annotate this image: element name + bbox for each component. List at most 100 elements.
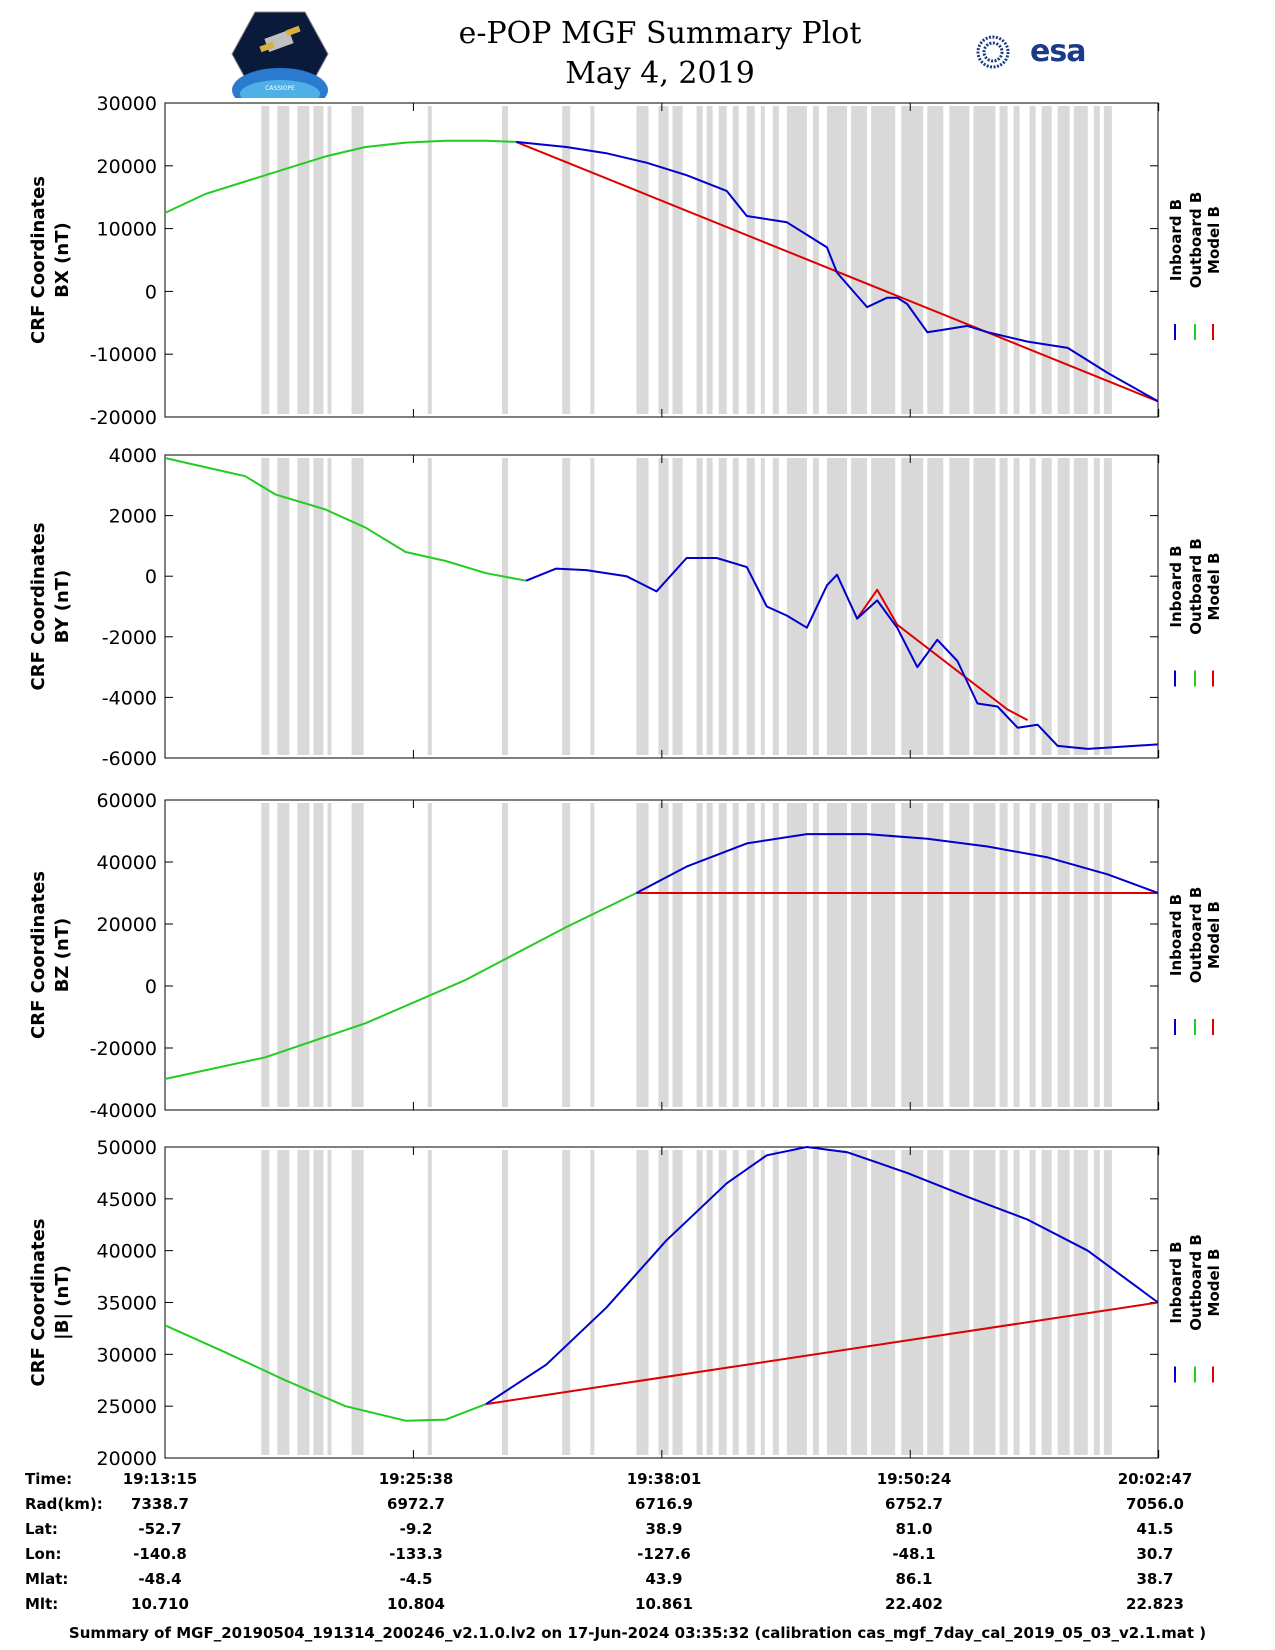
ytick-label: -20000 (90, 407, 157, 429)
info-row-label: Lat: (25, 1520, 58, 1538)
info-cell: 43.9 (645, 1570, 683, 1588)
gap-band (746, 1150, 755, 1455)
info-cell: 38.7 (1136, 1570, 1174, 1588)
ytick-label: 0 (145, 976, 157, 998)
gap-band (1029, 803, 1036, 1107)
yaxis-label: CRF Coordinates BX (nT) (28, 176, 73, 344)
gap-band (1013, 106, 1020, 414)
gap-band (261, 458, 270, 755)
gap-band (1057, 106, 1070, 414)
info-cell: 19:38:01 (626, 1470, 702, 1488)
gap-band (851, 458, 868, 755)
gap-band (827, 803, 848, 1107)
gap-band (901, 106, 924, 414)
info-row-label: Time: (25, 1470, 73, 1488)
ytick-label: 40000 (97, 852, 157, 874)
info-cell: -48.4 (138, 1570, 182, 1588)
ytick-label: 60000 (97, 790, 157, 812)
gap-band (949, 458, 970, 755)
gap-band (732, 458, 739, 755)
yaxis-label: CRF Coordinates BZ (nT) (28, 871, 73, 1039)
ytick-label: 10000 (97, 219, 157, 241)
legend-label: Model B (1205, 553, 1223, 621)
series-outboard (164, 139, 517, 214)
cassiope-logo: CASSIOPE (231, 11, 329, 98)
gap-band (732, 106, 739, 414)
gap-band (901, 1150, 924, 1455)
gap-band (1029, 1150, 1036, 1455)
gap-band (786, 803, 807, 1107)
legend-label: Outboard B (1187, 538, 1205, 635)
gap-band (760, 803, 765, 1107)
gap-band (658, 458, 669, 755)
info-cell: 7056.0 (1126, 1495, 1184, 1513)
series-inboard (635, 833, 1159, 894)
gap-band (1103, 458, 1112, 755)
gap-band (427, 106, 432, 414)
gap-band (636, 106, 649, 414)
ytick-label: 2000 (109, 506, 157, 528)
gap-band (1073, 458, 1088, 755)
gap-band (973, 106, 996, 414)
ytick-label: -20000 (90, 1038, 157, 1060)
gap-band (718, 803, 727, 1107)
gap-band (696, 458, 703, 755)
gap-band (871, 803, 896, 1107)
ytick-label: 25000 (97, 1396, 157, 1418)
ytick-label: -10000 (90, 344, 157, 366)
gap-band (851, 803, 868, 1107)
yaxis-label-line-2: BY (nT) (52, 570, 73, 644)
gap-band (718, 458, 727, 755)
gap-band (927, 803, 944, 1107)
yaxis-label-line-1: CRF Coordinates (28, 523, 49, 691)
info-cell: 19:13:15 (122, 1470, 198, 1488)
ytick-label: 0 (145, 281, 157, 303)
info-cell: -4.5 (399, 1570, 433, 1588)
series-outboard (164, 892, 637, 1080)
gap-band (1041, 458, 1052, 755)
gap-band (658, 106, 669, 414)
gap-band (313, 1150, 324, 1455)
gap-band (786, 458, 807, 755)
gap-band (427, 1150, 432, 1455)
info-cell: 41.5 (1136, 1520, 1174, 1538)
gap-band (636, 803, 649, 1107)
gap-band (313, 803, 324, 1107)
gap-band (590, 803, 595, 1107)
gap-band (261, 106, 270, 414)
chart-panel-1: 30000 20000 10000 0 -10000 -20000 CRF Coordina… (28, 93, 1223, 429)
gap-band (871, 458, 896, 755)
yaxis-label-line-2: BZ (nT) (52, 918, 73, 993)
gap-band (562, 1150, 571, 1455)
series-inboard (525, 557, 1159, 750)
ytick-label: 50000 (97, 1137, 157, 1159)
gap-band (1093, 1150, 1100, 1455)
legend-label: Model B (1205, 901, 1223, 969)
gap-band (327, 458, 332, 755)
info-cell: 6752.7 (885, 1495, 943, 1513)
gap-band (590, 458, 595, 755)
gap-band (760, 106, 765, 414)
gap-band (760, 458, 765, 755)
series-model (856, 588, 1029, 721)
yaxis-label-line-2: |B| (nT) (52, 1265, 73, 1340)
gap-band (327, 106, 332, 414)
chart-panel-3: 60000 40000 20000 0 -20000 -40000 CRF Coordina… (28, 790, 1223, 1122)
ytick-label: -4000 (102, 687, 157, 709)
gap-band (1057, 458, 1070, 755)
gap-band (901, 803, 924, 1107)
gap-band (427, 803, 432, 1107)
chart-panel-4: 50000 45000 40000 35000 30000 25000 20000 CRF C… (28, 1137, 1223, 1470)
gap-band (277, 458, 290, 755)
legend-label: Inboard B (1167, 1241, 1185, 1323)
gap-band (949, 106, 970, 414)
gap-band (427, 458, 432, 755)
orbit-info-table: Time: Rad(km): Lat: Lon: Mlat: Mlt: 19:13:15 73… (0, 1468, 1275, 1623)
gap-band (786, 106, 807, 414)
title-line-1: e-POP MGF Summary Plot (458, 16, 862, 51)
gap-band (827, 1150, 848, 1455)
gap-band (871, 106, 896, 414)
info-cell: -52.7 (138, 1520, 182, 1538)
gap-band (313, 106, 324, 414)
